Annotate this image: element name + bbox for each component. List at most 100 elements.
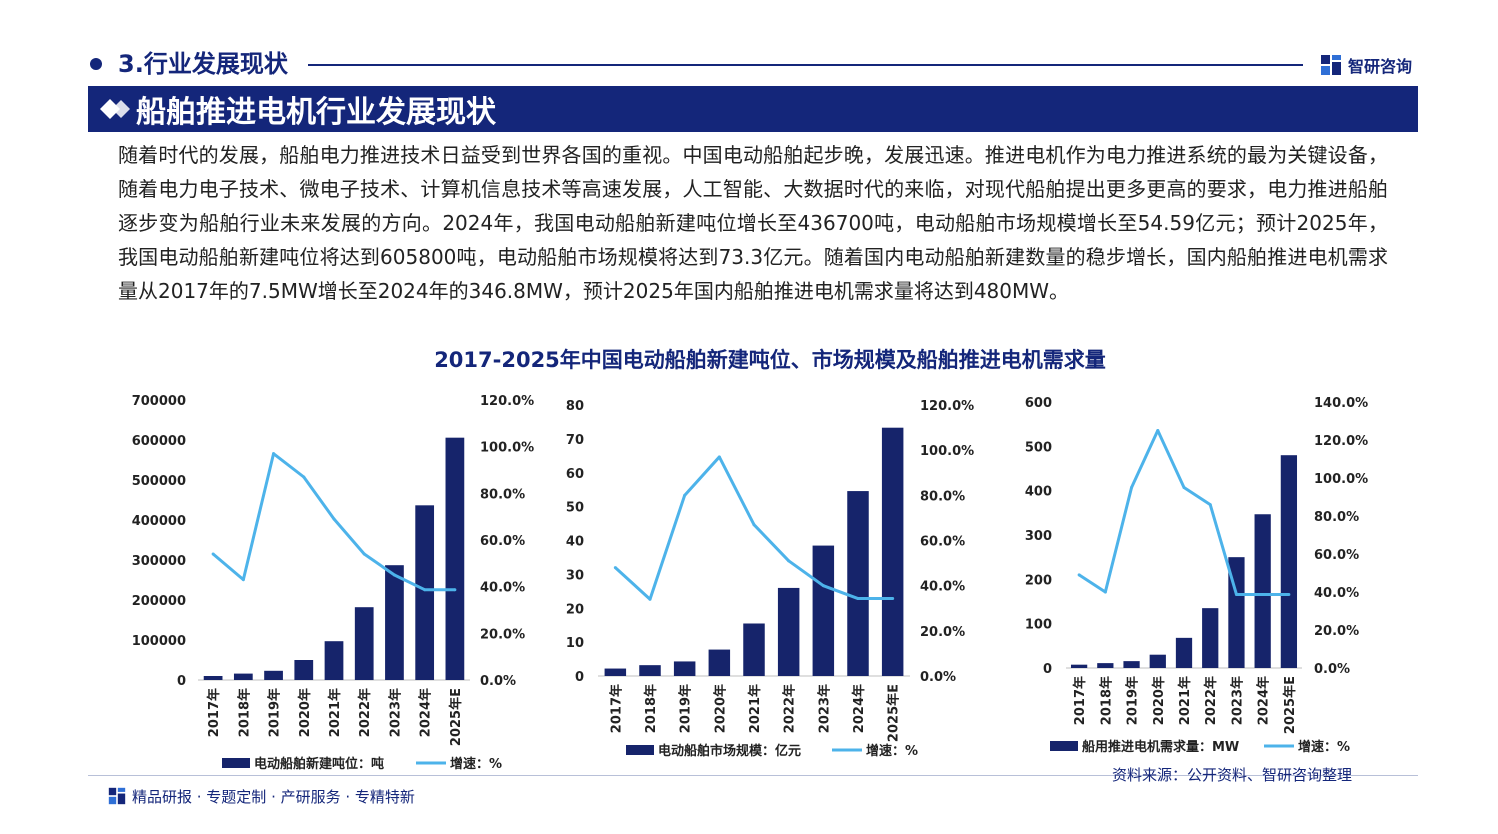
legend-label-line: 增速：% (450, 756, 502, 772)
bar (847, 491, 869, 676)
growth-point (856, 597, 860, 601)
bar (604, 668, 627, 676)
brand-icon (1321, 55, 1341, 75)
x-tick-label: 2025年E (886, 684, 902, 742)
y-right-tick-label: 20.0% (480, 627, 525, 642)
charts-area: 0100000200000300000400000500000600000700… (132, 394, 1368, 772)
bar (354, 607, 374, 680)
footer-logo-icon (108, 787, 126, 805)
y-right-tick-label: 60.0% (480, 534, 525, 549)
x-tick-label: 2021年 (327, 688, 343, 737)
bar (777, 587, 800, 676)
y-right-tick-label: 100.0% (480, 441, 534, 456)
footer-divider (88, 775, 1418, 776)
y-left-tick-label: 60 (566, 467, 584, 482)
x-tick-label: 2022年 (1203, 676, 1219, 725)
bar (445, 437, 465, 680)
y-right-tick-label: 80.0% (480, 487, 525, 502)
y-left-tick-label: 80 (566, 399, 584, 414)
y-right-tick-label: 120.0% (920, 399, 974, 414)
legend-label-line: 增速：% (866, 743, 918, 759)
growth-point (683, 493, 687, 497)
x-tick-label: 2024年 (851, 684, 867, 733)
chart-panel-3: 0 100 200 300 400 500 600 0.0% 20.0% 40.0% 60.0% 80… (1025, 396, 1368, 755)
y-left-tick-label: 20 (566, 602, 584, 617)
y-left-tick-label: 0 (177, 674, 186, 689)
growth-point (613, 566, 617, 570)
y-left-tick-label: 500000 (132, 474, 186, 489)
growth-point (302, 475, 306, 479)
growth-point (891, 597, 895, 601)
y-left-tick-label: 300000 (132, 554, 186, 569)
growth-point (362, 552, 366, 556)
x-tick-label: 2023年 (816, 684, 832, 733)
legend-swatch-bar (1050, 741, 1078, 751)
bar (203, 676, 223, 680)
y-left-tick-label: 0 (575, 670, 584, 685)
bar (673, 661, 696, 676)
y-left-tick-label: 10 (566, 636, 584, 651)
y-left-tick-label: 600000 (132, 434, 186, 449)
bar (812, 545, 835, 676)
x-tick-label: 2018年 (236, 688, 252, 737)
y-right-tick-label: 100.0% (1314, 472, 1368, 487)
growth-point (648, 597, 652, 601)
growth-point (211, 552, 215, 556)
y-left-tick-label: 700000 (132, 394, 186, 409)
section-divider (308, 64, 1303, 66)
y-right-tick-label: 140.0% (1314, 396, 1368, 411)
x-tick-label: 2021年 (747, 684, 763, 733)
bar (1254, 514, 1271, 668)
bar (743, 623, 765, 676)
x-tick-label: 2017年 (608, 684, 624, 733)
y-left-tick-label: 70 (566, 433, 584, 448)
growth-point (1261, 592, 1265, 596)
growth-point (1234, 592, 1238, 596)
growth-point (1130, 486, 1134, 489)
legend-swatch-bar (626, 745, 654, 755)
y-left-tick-label: 200 (1025, 573, 1052, 588)
bar (294, 660, 314, 680)
growth-point (332, 517, 336, 521)
growth-point (752, 523, 756, 527)
x-tick-label: 2023年 (387, 688, 403, 737)
growth-point (392, 573, 396, 577)
y-left-tick-label: 50 (566, 501, 584, 516)
x-tick-label: 2020年 (297, 688, 313, 737)
x-tick-label: 2019年 (267, 688, 283, 737)
x-tick-label: 2018年 (643, 684, 659, 733)
x-tick-label: 2024年 (1256, 676, 1272, 725)
x-tick-label: 2018年 (1098, 676, 1114, 725)
x-tick-label: 2020年 (712, 684, 728, 733)
y-right-tick-label: 80.0% (920, 489, 965, 504)
growth-point (423, 588, 427, 592)
legend-label-bar: 船用推进电机需求量：MW (1082, 739, 1239, 755)
y-right-tick-label: 60.0% (920, 535, 965, 550)
x-tick-label: 2023年 (1229, 676, 1245, 725)
bar (385, 565, 404, 680)
diamond-icon (100, 99, 130, 119)
growth-point (241, 578, 245, 582)
y-right-tick-label: 20.0% (920, 625, 965, 640)
x-tick-label: 2017年 (1072, 676, 1088, 725)
bar (1070, 664, 1088, 668)
bar (639, 665, 661, 676)
growth-point (272, 452, 276, 456)
x-tick-label: 2025年E (1282, 676, 1298, 734)
data-source: 资料来源：公开资料、智研咨询整理 (1112, 766, 1353, 784)
bar (1280, 455, 1298, 668)
y-left-tick-label: 100 (1025, 618, 1052, 633)
brand-name: 智研咨询 (1348, 57, 1413, 76)
bar (1097, 663, 1114, 668)
y-right-tick-label: 120.0% (1314, 434, 1368, 449)
bar (1123, 661, 1140, 668)
x-tick-label: 2019年 (678, 684, 694, 733)
growth-point (1077, 573, 1081, 577)
y-right-tick-label: 60.0% (1314, 548, 1359, 563)
legend-swatch-bar (222, 758, 250, 768)
section-bullet (90, 58, 102, 70)
legend-label-bar: 电动船舶新建吨位：吨 (254, 756, 384, 772)
brand-logo: 智研咨询 (1320, 52, 1412, 78)
chart-panel-1: 0 100000 200000 300000 400000 500000 600000 700… (132, 394, 534, 772)
footer-brand: 精品研报 · 专题定制 · 产研服务 · 专精特新 (108, 784, 415, 808)
